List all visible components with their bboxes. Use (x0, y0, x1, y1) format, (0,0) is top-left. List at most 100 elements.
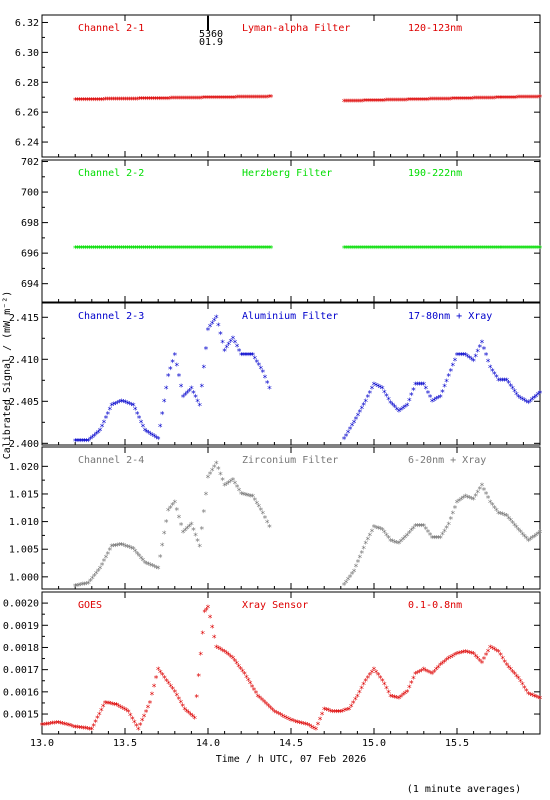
data-point: * (122, 706, 127, 716)
data-point: * (463, 244, 468, 254)
data-point: * (343, 579, 348, 589)
data-point: * (129, 545, 134, 555)
data-point: * (111, 401, 116, 411)
data-point: * (197, 402, 202, 412)
data-point: * (457, 244, 462, 254)
y-tick-label: 6.28 (15, 78, 39, 89)
data-point: * (394, 406, 399, 416)
data-point: * (496, 648, 501, 658)
data-point: * (76, 244, 81, 254)
data-point: * (264, 244, 269, 254)
data-point: * (110, 701, 115, 711)
data-point: * (126, 708, 131, 718)
data-point: * (152, 433, 157, 443)
data-point: * (401, 244, 406, 254)
data-point: * (130, 244, 135, 254)
data-point: * (206, 244, 211, 254)
data-point: * (451, 96, 456, 106)
data-point: * (124, 244, 129, 254)
data-point: * (361, 681, 366, 691)
data-point: * (409, 244, 414, 254)
data-point: * (343, 432, 348, 442)
data-point: * (159, 542, 164, 552)
data-point: * (365, 536, 370, 546)
data-point: * (90, 244, 95, 254)
data-point: * (129, 401, 134, 411)
data-point: * (112, 244, 117, 254)
data-point: * (369, 528, 374, 538)
data-point: * (436, 395, 441, 405)
data-point: * (504, 377, 509, 387)
series-1: ****************************************… (72, 460, 272, 593)
panel-label-3: 0.1-0.8nm (408, 600, 462, 611)
data-point: * (390, 402, 395, 412)
data-point: * (122, 96, 127, 106)
data-point: * (421, 523, 426, 533)
data-point: * (324, 707, 329, 717)
data-point: * (516, 526, 521, 536)
data-point: * (163, 385, 168, 395)
data-point: * (152, 95, 157, 105)
series-1: ****************************************… (72, 94, 273, 107)
data-point: * (264, 380, 269, 390)
data-point: * (155, 436, 160, 446)
data-point: * (242, 491, 247, 501)
data-point: * (390, 693, 395, 703)
data-point: * (363, 98, 368, 108)
x-axis-label: Time / h UTC, 07 Feb 2026 (216, 754, 367, 765)
data-point: * (100, 244, 105, 254)
data-point: * (452, 652, 457, 662)
data-point: * (375, 244, 380, 254)
data-point: * (389, 244, 394, 254)
data-point: * (537, 244, 542, 254)
data-point: * (425, 244, 430, 254)
data-point: * (505, 94, 510, 104)
data-point: * (419, 381, 424, 391)
data-point: * (216, 95, 221, 105)
data-point: * (72, 437, 77, 447)
y-tick-label: 0.0015 (3, 710, 39, 721)
data-point: * (218, 331, 223, 341)
data-point: * (419, 667, 424, 677)
data-point: * (136, 415, 141, 425)
data-point: * (301, 721, 306, 731)
data-point: * (459, 244, 464, 254)
data-point: * (151, 683, 156, 693)
panel-label-2: Lyman-alpha Filter (242, 23, 350, 34)
data-point: * (498, 510, 503, 520)
data-point: * (343, 98, 348, 108)
data-point: * (200, 630, 205, 640)
data-point: * (87, 726, 92, 736)
data-point: * (68, 723, 73, 733)
data-point: * (105, 550, 110, 560)
data-point: * (524, 535, 529, 545)
data-point: * (367, 532, 372, 542)
data-point: * (178, 699, 183, 709)
data-point: * (375, 97, 380, 107)
data-point: * (448, 367, 453, 377)
data-point: * (501, 95, 506, 105)
data-point: * (490, 502, 495, 512)
data-point: * (473, 493, 478, 503)
data-point: * (520, 396, 525, 406)
data-point: * (526, 399, 531, 409)
data-point: * (136, 96, 141, 106)
data-point: * (260, 94, 265, 104)
data-point: * (104, 96, 109, 106)
data-point: * (113, 400, 118, 410)
data-point: * (193, 394, 198, 404)
data-point: * (425, 389, 430, 399)
data-point: * (165, 507, 170, 517)
data-point: * (116, 244, 121, 254)
data-point: * (139, 717, 144, 727)
data-point: * (250, 244, 255, 254)
data-point: * (481, 244, 486, 254)
data-point: * (138, 419, 143, 429)
data-point: * (367, 389, 372, 399)
data-point: * (195, 398, 200, 408)
data-point: * (431, 397, 436, 407)
data-point: * (224, 344, 229, 354)
data-point: * (531, 693, 536, 703)
data-point: * (443, 244, 448, 254)
data-point: * (142, 96, 147, 106)
